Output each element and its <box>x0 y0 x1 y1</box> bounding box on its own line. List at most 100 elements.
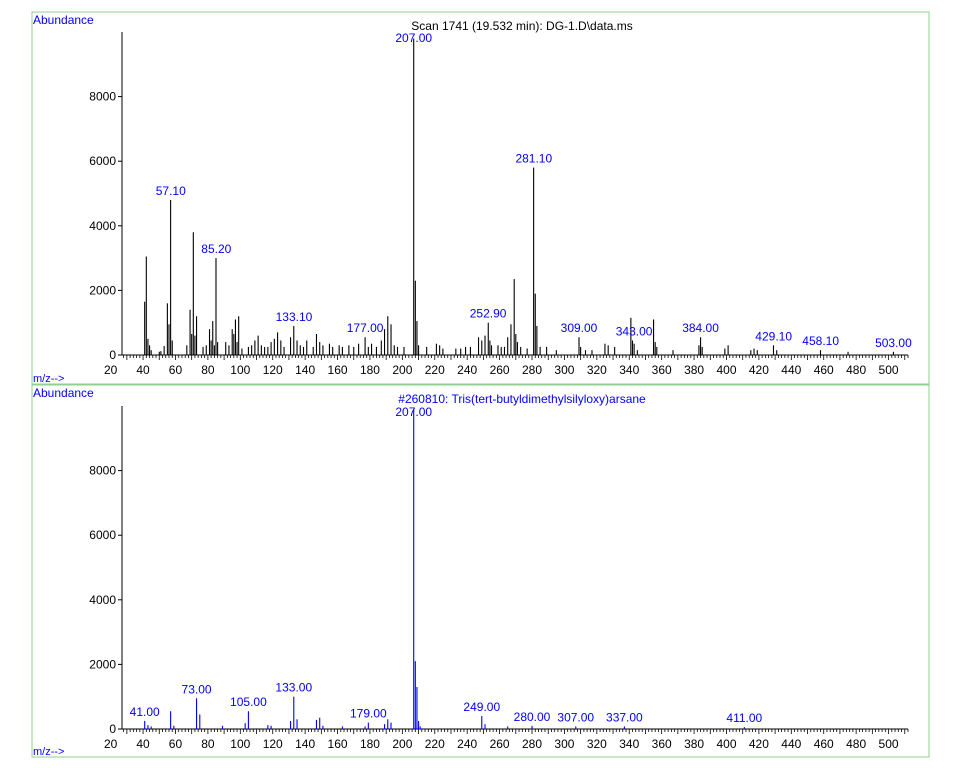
x-tick-label: 480 <box>846 363 866 377</box>
peak-label: 280.00 <box>514 710 551 724</box>
x-tick-label: 280 <box>522 363 542 377</box>
x-tick-label: 360 <box>652 737 672 751</box>
peak-label: 105.00 <box>230 695 267 709</box>
x-tick-label: 240 <box>457 363 477 377</box>
x-tick-label: 460 <box>814 737 834 751</box>
x-tick-label: 320 <box>587 363 607 377</box>
peak-label: 249.00 <box>463 700 500 714</box>
x-tick-label: 180 <box>360 737 380 751</box>
peak-label: 133.00 <box>275 681 312 695</box>
peak-label: 503.00 <box>875 336 912 350</box>
x-tick-label: 100 <box>230 363 250 377</box>
x-tick-label: 260 <box>490 737 510 751</box>
y-tick-label: 0 <box>109 348 116 362</box>
peak-labels: 57.10 85.20 133.10 177.00 207.00 252.90 281.10… <box>156 31 912 350</box>
x-tick-label: 360 <box>652 363 672 377</box>
y-axis-label: Abundance <box>33 386 94 400</box>
x-tick-label: 20 <box>104 737 118 751</box>
peak-label: 177.00 <box>347 321 384 335</box>
y-tick-label: 2000 <box>89 283 116 297</box>
x-tick-label: 420 <box>749 363 769 377</box>
library-spectrum-panel: Abundance #260810: Tris(tert-butyldimeth… <box>31 384 930 758</box>
x-tick-label: 80 <box>201 363 215 377</box>
x-tick-label: 440 <box>781 737 801 751</box>
y-tick-label: 6000 <box>89 154 116 168</box>
x-tick-label: 200 <box>392 737 412 751</box>
x-tick-label: 300 <box>554 737 574 751</box>
peak-label: 85.20 <box>201 242 231 256</box>
peak-label: 307.00 <box>557 710 594 724</box>
x-tick-label: 460 <box>814 363 834 377</box>
x-tick-label: 280 <box>522 737 542 751</box>
x-tick-label: 240 <box>457 737 477 751</box>
x-tick-label: 180 <box>360 363 380 377</box>
peak-label: 309.00 <box>561 321 598 335</box>
x-tick-label: 400 <box>716 363 736 377</box>
x-tick-label: 380 <box>684 363 704 377</box>
peak-label: 57.10 <box>156 184 186 198</box>
x-tick-label: 80 <box>201 737 215 751</box>
y-axis-label: Abundance <box>33 13 94 27</box>
x-tick-label: 480 <box>846 737 866 751</box>
x-tick-label: 260 <box>490 363 510 377</box>
x-tick-label: 380 <box>684 737 704 751</box>
x-tick-label: 220 <box>425 363 445 377</box>
x-tick-label: 500 <box>879 363 899 377</box>
x-tick-label: 40 <box>136 363 150 377</box>
x-tick-label: 440 <box>781 363 801 377</box>
peak-label: 384.00 <box>682 321 719 335</box>
y-tick-label: 8000 <box>89 464 116 478</box>
peak-label: 133.10 <box>276 310 313 324</box>
chart-title: Scan 1741 (19.532 min): DG-1.D\data.ms <box>411 19 632 33</box>
x-tick-label: 200 <box>392 363 412 377</box>
chart-title: #260810: Tris(tert-butyldimethylsilyloxy… <box>398 392 646 406</box>
x-tick-label: 400 <box>716 737 736 751</box>
x-tick-label: 420 <box>749 737 769 751</box>
y-tick-label: 6000 <box>89 528 116 542</box>
peak-label: 343.00 <box>616 324 653 338</box>
peak-label: 411.00 <box>726 711 762 725</box>
peak-labels: 41.00 73.00 105.00 133.00 179.00 207.00 249.00… <box>130 405 763 725</box>
x-tick-label: 320 <box>587 737 607 751</box>
axes: 0 2000 4000 6000 8000 20 40 60 80 100 120 140 160 180… <box>89 32 909 377</box>
x-tick-label: 120 <box>263 363 283 377</box>
peak-label: 337.00 <box>606 710 643 724</box>
y-tick-label: 8000 <box>89 90 116 104</box>
peak-label: 252.90 <box>470 307 507 321</box>
x-tick-label: 340 <box>619 363 639 377</box>
x-tick-label: 60 <box>169 737 183 751</box>
y-tick-label: 4000 <box>89 219 116 233</box>
x-tick-label: 120 <box>263 737 283 751</box>
x-tick-label: 140 <box>295 737 315 751</box>
x-tick-label: 40 <box>136 737 150 751</box>
peak-bars <box>144 38 894 355</box>
peak-label: 41.00 <box>130 705 160 719</box>
peak-label: 207.00 <box>395 405 432 419</box>
x-tick-label: 220 <box>425 737 445 751</box>
panel-border <box>31 11 930 385</box>
y-tick-label: 2000 <box>89 657 116 671</box>
x-tick-label: 500 <box>879 737 899 751</box>
y-tick-label: 4000 <box>89 593 116 607</box>
x-axis-label: m/z--> <box>33 373 64 385</box>
x-tick-label: 340 <box>619 737 639 751</box>
peak-label: 281.10 <box>515 152 552 166</box>
x-tick-label: 60 <box>169 363 183 377</box>
y-tick-label: 0 <box>109 722 116 736</box>
x-tick-label: 100 <box>230 737 250 751</box>
axes: 0 2000 4000 6000 8000 20 40 60 80 100 120 140 160 180… <box>89 406 909 751</box>
peak-label: 179.00 <box>350 707 387 721</box>
x-tick-label: 20 <box>104 363 118 377</box>
peak-bars <box>144 409 745 729</box>
x-tick-label: 160 <box>328 737 348 751</box>
peak-label: 207.00 <box>395 31 432 45</box>
x-tick-label: 140 <box>295 363 315 377</box>
x-tick-label: 300 <box>554 363 574 377</box>
x-tick-label: 160 <box>328 363 348 377</box>
peak-label: 458.10 <box>802 334 839 348</box>
x-axis-label: m/z--> <box>33 746 64 758</box>
peak-label: 429.10 <box>755 329 792 343</box>
sample-spectrum-panel: Abundance Scan 1741 (19.532 min): DG-1.D… <box>31 11 930 385</box>
peak-label: 73.00 <box>182 682 212 696</box>
